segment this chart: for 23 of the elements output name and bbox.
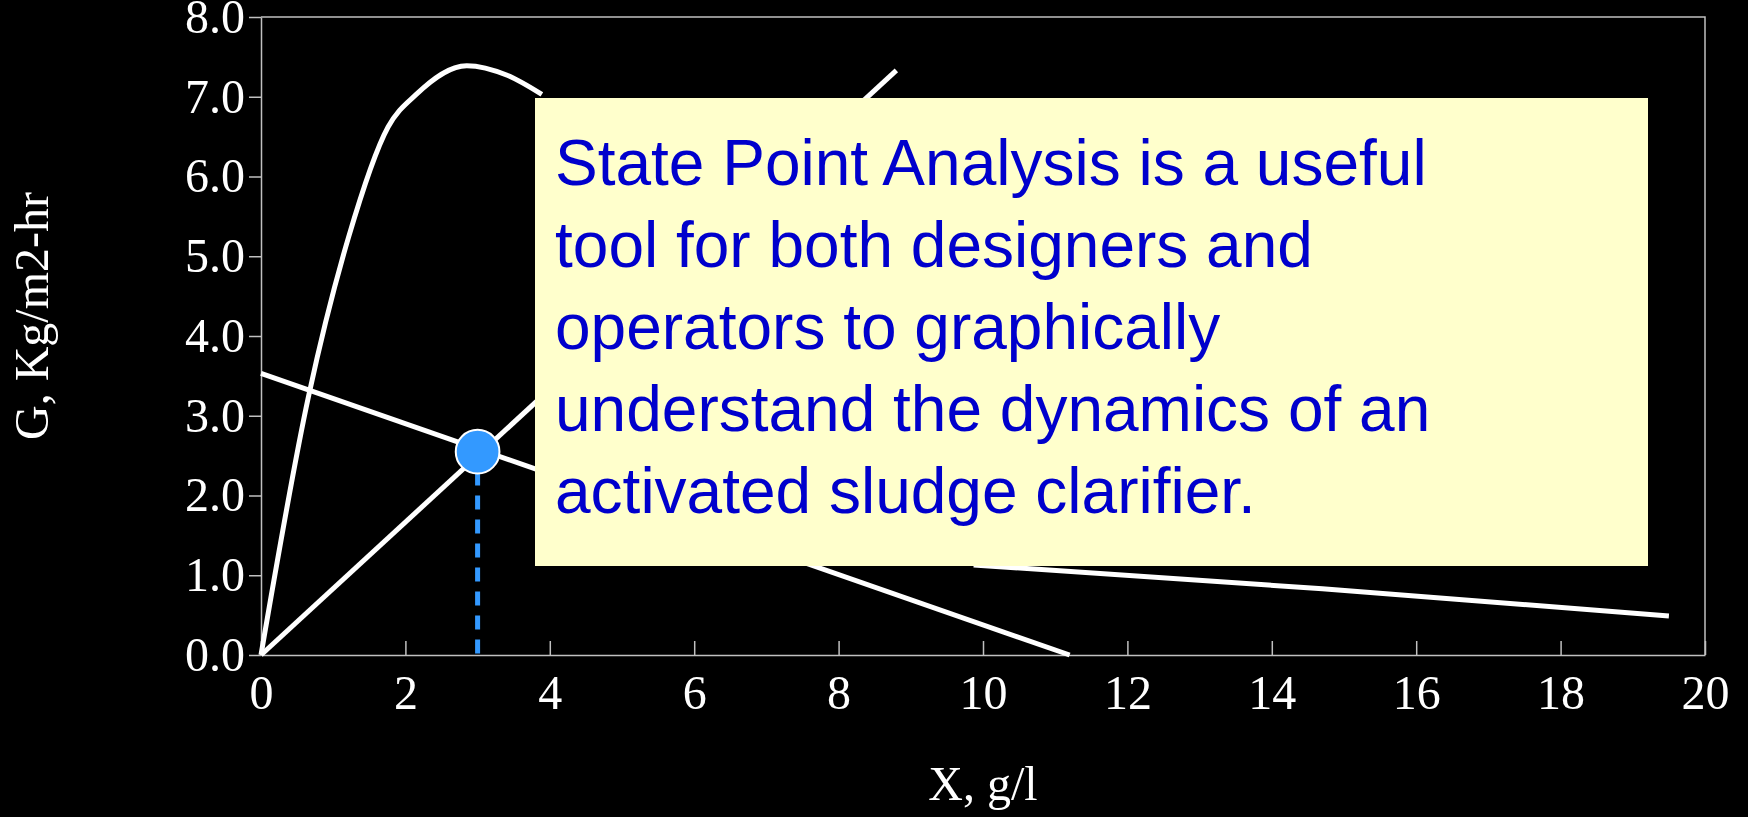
x-tick-label: 4 (538, 666, 563, 720)
x-tick-label: 0 (249, 666, 274, 720)
y-tick-label: 3.0 (185, 388, 245, 442)
x-tick-label: 14 (1248, 666, 1297, 720)
y-tick-label: 0.0 (185, 627, 245, 681)
x-tick-label: 20 (1681, 666, 1730, 720)
y-axis-title: G, Kg/m2-hr (5, 192, 58, 440)
y-tick-label: 2.0 (185, 468, 245, 522)
y-tick-label: 4.0 (185, 308, 245, 362)
x-tick-label: 6 (682, 666, 707, 720)
x-tick-label: 12 (1103, 666, 1152, 720)
x-tick-label: 16 (1392, 666, 1441, 720)
x-axis-title: X, g/l (928, 757, 1038, 810)
x-tick-label: 8 (827, 666, 852, 720)
y-tick-label: 6.0 (185, 149, 245, 203)
y-tick-label: 7.0 (185, 69, 245, 123)
y-tick-label: 1.0 (185, 548, 245, 602)
note-box: State Point Analysis is a useful tool for both designers and operators to graphically understand the dynamics of an activated sludge clarifier. (535, 98, 1648, 566)
y-tick-label: 8.0 (185, 0, 245, 43)
x-tick-label: 18 (1537, 666, 1586, 720)
y-tick-label: 5.0 (185, 229, 245, 283)
x-tick-label: 10 (959, 666, 1008, 720)
x-tick-label: 2 (393, 666, 418, 720)
